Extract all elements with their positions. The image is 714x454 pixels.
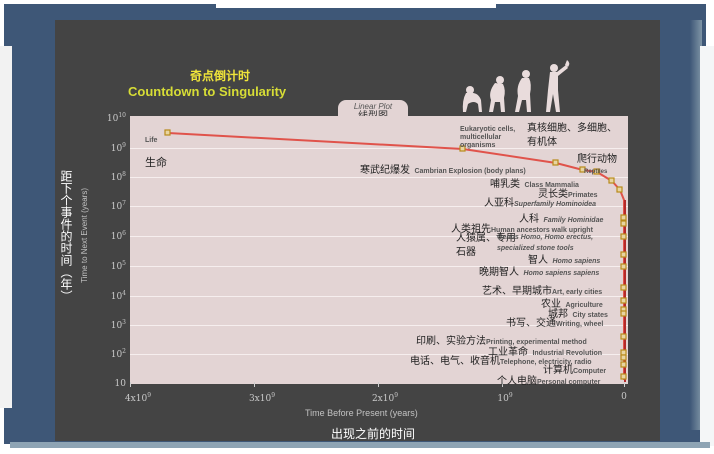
data-point	[620, 349, 627, 356]
frame-right-edge	[690, 20, 702, 430]
y-tick: 108	[110, 171, 126, 183]
data-point	[620, 297, 627, 304]
x-tick: 3x109	[248, 392, 276, 404]
y-tick: 102	[110, 348, 126, 360]
event-label-telephone: 电话、电气、收音机Telephone, electricity, radio	[410, 356, 592, 367]
y-axis-label-cn: 距下个事件的时间（年）	[59, 170, 73, 302]
event-label-hominoidea: 人亚科Superfamily Hominoidea	[484, 198, 597, 209]
event-label-reptiles: 爬行动物	[577, 154, 617, 165]
x-axis-label-cn: 出现之前的时间	[331, 427, 416, 441]
event-label-sapiens-sapiens: 晚期智人 Homo sapiens sapiens	[479, 267, 600, 278]
x-tick-mark	[502, 382, 503, 387]
data-point	[593, 168, 600, 175]
event-label-reptiles-en: Reptiles	[584, 169, 608, 175]
frame-bottom-edge	[10, 442, 710, 448]
data-point	[620, 251, 627, 258]
gridline	[130, 206, 628, 207]
gridline	[130, 148, 628, 149]
event-label-homo: Genus Homo, Homo erectus, specialized st…	[497, 234, 594, 252]
data-point	[459, 145, 466, 152]
tab-label-en: Linear Plot	[353, 102, 393, 111]
frame-top-gap	[216, 0, 496, 8]
x-tick-mark	[130, 382, 131, 387]
data-point	[164, 129, 171, 136]
data-point	[620, 354, 627, 361]
event-label-cambrian: 寒武纪爆发 Cambrian Explosion (body plans)	[360, 165, 526, 176]
x-tick-mark	[624, 382, 625, 387]
x-tick: 2x109	[371, 392, 399, 404]
x-tick: 109	[497, 392, 513, 404]
gridline	[130, 177, 628, 178]
event-label-mammalia: 哺乳类 Class Mammalia	[490, 179, 579, 190]
event-label-primates: 灵长类Primates	[538, 189, 598, 200]
event-label-life-cn: 生命	[145, 157, 167, 169]
data-point	[620, 220, 627, 227]
x-tick-mark	[254, 382, 255, 387]
event-label-city-states: 城邦 City states	[548, 309, 608, 320]
data-point	[552, 159, 559, 166]
gridline	[130, 236, 628, 237]
event-label-computer: 计算机Computer	[543, 365, 607, 376]
event-label-sapiens: 智人 Homo sapiens	[528, 255, 601, 266]
event-label-homo-cn: 人猿属、专用石器	[456, 233, 516, 258]
event-label-life: Life	[145, 137, 158, 144]
y-tick: 105	[110, 260, 126, 272]
chart-title-cn: 奇点倒计时	[190, 69, 251, 83]
data-point	[620, 284, 627, 291]
frame-right-gap	[700, 46, 714, 446]
y-tick: 103	[110, 319, 126, 331]
event-label-upright: 人类祖先Human ancestors walk upright	[451, 224, 593, 235]
frame-left-gap	[0, 46, 12, 408]
y-tick: 109	[110, 142, 126, 154]
event-label-art-cities: 艺术、早期城市Art, early cities	[482, 286, 603, 297]
event-label-agriculture: 农业 Agriculture	[541, 299, 603, 310]
y-tick: 10	[114, 379, 126, 389]
x-tick: 0	[621, 392, 627, 402]
event-label-industrial: 工业革命 Industrial Revolution	[488, 347, 603, 358]
data-point	[620, 373, 627, 380]
data-point	[620, 361, 627, 368]
gridline	[130, 325, 628, 326]
human-evolution-silhouette-icon	[462, 60, 570, 112]
data-point	[620, 333, 627, 340]
event-label-eukaryotic-cn: 真核细胞、多细胞、有机体	[527, 123, 617, 148]
x-tick-mark	[378, 382, 379, 387]
gridline	[130, 296, 628, 297]
data-point	[620, 310, 627, 317]
y-tick: 107	[110, 200, 126, 212]
y-tick: 1010	[106, 112, 126, 124]
data-point	[620, 214, 627, 221]
event-label-hominidae: 人科 Family Hominidae	[519, 214, 604, 225]
gridline	[130, 266, 628, 267]
gridline	[130, 354, 628, 355]
data-point	[616, 186, 623, 193]
data-point	[620, 263, 627, 270]
event-label-eukaryotic: Eukaryotic cells, multicellular organism…	[460, 126, 516, 149]
data-point	[579, 166, 586, 173]
chart-title-en: Countdown to Singularity	[128, 84, 287, 99]
x-tick: 4x109	[124, 392, 152, 404]
y-tick: 106	[110, 230, 126, 242]
data-point	[608, 177, 615, 184]
event-label-personal-computer: 个人电脑Personal computer	[497, 376, 601, 387]
data-point	[620, 233, 627, 240]
x-axis-label-en: Time Before Present (years)	[305, 408, 418, 418]
event-label-writing: 书写、交通Writing, wheel	[506, 318, 604, 329]
y-tick: 104	[110, 290, 126, 302]
event-label-printing: 印刷、实验方法Printing, experimental method	[416, 336, 587, 347]
